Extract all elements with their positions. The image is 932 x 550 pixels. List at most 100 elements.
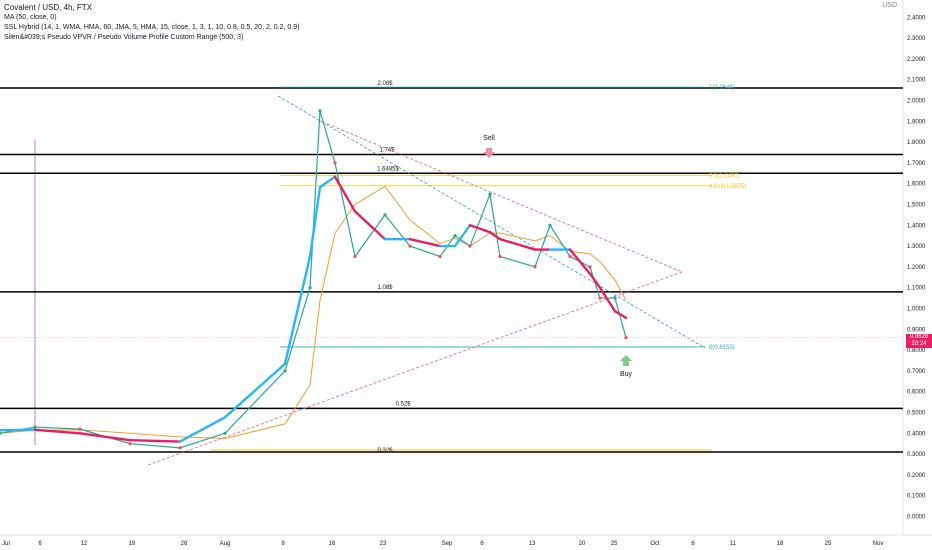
price-point xyxy=(438,254,442,259)
symbol-title[interactable]: Covalent / USD, 4h, FTX xyxy=(4,3,93,12)
y-tick-label: 2.4000 xyxy=(907,15,926,21)
y-tick-label: 1.3000 xyxy=(907,244,926,250)
last-price-tag: 0.8628 28:24 xyxy=(906,334,932,348)
indicator-ssl[interactable]: SSL Hybrid (14, 1, WMA, HMA, 60, JMA, 5,… xyxy=(4,24,300,31)
ssl-segment xyxy=(318,175,337,189)
y-tick-label: 1.2000 xyxy=(907,265,926,271)
x-axis-ticks: Jul 6 12 19 26 Aug 9 16 23 Sep 6 13 20 25 Oct 6 11 18 25 No… xyxy=(2,541,883,547)
y-tick-label: 0.8000 xyxy=(907,348,926,354)
y-tick-label: 0.4000 xyxy=(907,431,926,437)
y-axis-ticks: 2.4000 2.3000 2.2000 2.1000 2.0000 1.9000 1.80… xyxy=(907,15,926,520)
price-point xyxy=(624,336,628,340)
price-point xyxy=(333,161,337,165)
price-point xyxy=(468,244,472,248)
indicator-ma[interactable]: MA (50, close, 0) xyxy=(4,14,57,21)
ssl-segment xyxy=(453,224,472,248)
price-point xyxy=(33,425,37,429)
ssl-segment xyxy=(498,237,537,251)
buy-arrow-icon xyxy=(620,355,632,366)
x-tick-label: 26 xyxy=(181,541,188,547)
x-tick-label: 6 xyxy=(38,541,42,547)
price-point xyxy=(78,427,82,431)
x-tick-label: Aug xyxy=(220,541,231,547)
price-point xyxy=(498,254,502,259)
ssl-segment xyxy=(353,210,387,241)
wedge-upper-line xyxy=(317,119,683,273)
ssl-segment xyxy=(613,310,628,320)
price-point xyxy=(353,254,357,259)
x-tick-label: Oct xyxy=(650,541,660,547)
y-tick-label: 0.1000 xyxy=(907,494,926,500)
ssl-segment xyxy=(598,286,617,313)
bar-countdown: 28:24 xyxy=(911,341,927,347)
x-tick-label: 18 xyxy=(777,541,784,547)
x-tick-label: 11 xyxy=(730,541,737,547)
y-tick-label: 2.2000 xyxy=(907,57,926,63)
price-point xyxy=(533,265,537,269)
y-tick-label: 1.0000 xyxy=(907,306,926,312)
ssl-segment xyxy=(223,362,287,419)
x-tick-label: 23 xyxy=(380,541,387,547)
price-point xyxy=(308,286,312,290)
x-tick-label: 9 xyxy=(281,541,285,547)
level-label: 2.08$ xyxy=(377,81,393,87)
horizontal-levels: 2.08$ 1.74$ 1.6485$ 1.08$ 0.52$ 0.5(1.6490) 0.… xyxy=(0,81,903,454)
price-point xyxy=(548,223,552,227)
y-tick-label: 1.4000 xyxy=(907,223,926,229)
y-tick-label: 1.5000 xyxy=(907,202,926,208)
sell-annotation: Sell xyxy=(483,135,495,158)
ssl-segment xyxy=(283,255,312,366)
ssl-segment xyxy=(333,175,357,213)
price-point xyxy=(408,244,412,248)
ssl-segment xyxy=(128,439,182,443)
y-tick-label: 2.1000 xyxy=(907,78,926,84)
axes-frame xyxy=(0,0,932,536)
y-tick-label: 1.1000 xyxy=(907,286,926,292)
level-label: 1.08$ xyxy=(377,285,393,291)
last-price: 0.8628 xyxy=(909,334,929,340)
price-point xyxy=(453,234,457,238)
buy-label: Buy xyxy=(620,371,633,378)
price-series xyxy=(0,109,628,450)
level-label: 0.52$ xyxy=(395,401,411,407)
y-tick-label: 0.9000 xyxy=(907,327,926,333)
ssl-segment xyxy=(468,224,492,234)
price-point xyxy=(0,431,2,435)
price-point xyxy=(588,265,592,269)
trendlines xyxy=(0,95,903,466)
y-tick-label: 1.8000 xyxy=(907,140,926,146)
x-tick-label: 25 xyxy=(825,541,832,547)
y-tick-label: 0.5000 xyxy=(907,410,926,416)
fib-gold-label: 0.32$ xyxy=(377,448,393,454)
x-tick-label: 25 xyxy=(611,541,618,547)
y-tick-label: 2.0000 xyxy=(907,98,926,104)
price-point xyxy=(488,192,492,196)
buy-annotation: Buy xyxy=(620,355,633,378)
x-tick-label: 6 xyxy=(691,541,695,547)
price-point xyxy=(318,109,322,113)
price-point xyxy=(128,442,132,446)
fib-gold-label: 0.618(1.5875) xyxy=(709,184,746,190)
fib-level-label: 0(0.8153) xyxy=(709,345,735,351)
x-tick-label: 20 xyxy=(579,541,586,547)
chart-legend: Covalent / USD, 4h, FTX MA (50, close, 0… xyxy=(4,3,299,43)
price-point xyxy=(283,369,287,373)
x-tick-label: 12 xyxy=(81,541,88,547)
y-tick-label: 0.7000 xyxy=(907,369,926,375)
y-tick-label: 0.6000 xyxy=(907,390,926,396)
price-point xyxy=(613,296,617,300)
y-tick-label: 0.2000 xyxy=(907,473,926,479)
sell-arrow-icon xyxy=(483,148,495,158)
x-tick-label: 16 xyxy=(329,541,336,547)
fib-level-label: 1(2.0644) xyxy=(709,85,735,91)
y-tick-label: 0.0000 xyxy=(907,514,926,520)
indicator-vpvr[interactable]: Silen&#039;s Pseudo VPVR / Pseudo Volume… xyxy=(4,34,244,41)
sell-label: Sell xyxy=(483,135,495,142)
price-point xyxy=(223,431,227,435)
x-tick-label: Sep xyxy=(442,541,453,547)
level-label: 1.6485$ xyxy=(377,166,399,172)
ssl-segment xyxy=(308,185,322,258)
x-tick-label: 6 xyxy=(480,541,484,547)
x-tick-label: Jul xyxy=(2,541,10,547)
